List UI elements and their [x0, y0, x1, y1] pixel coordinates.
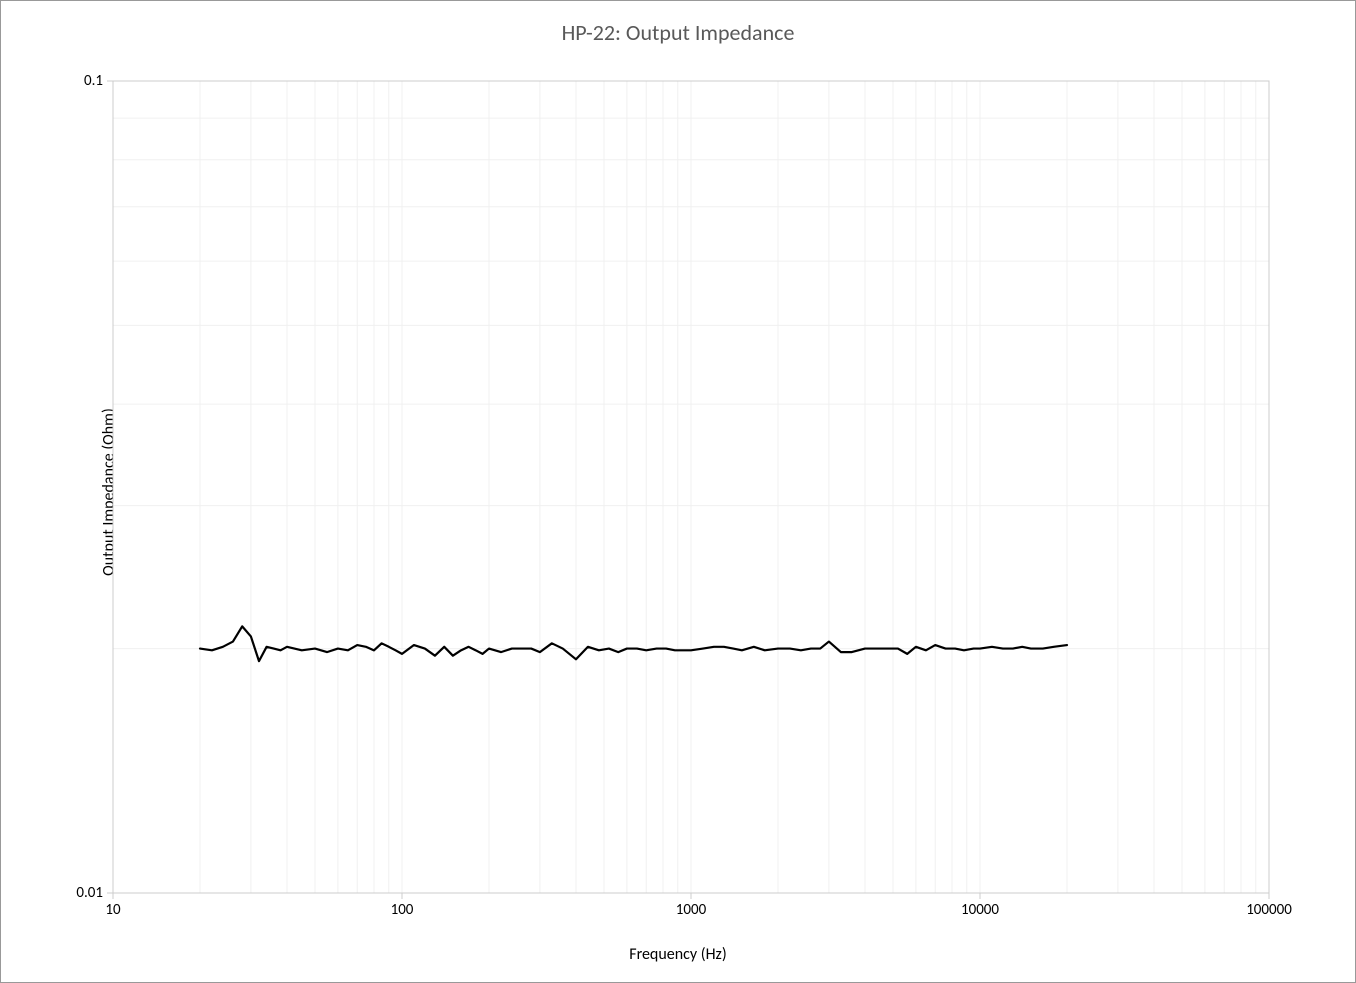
plot-area — [113, 81, 1269, 893]
chart-container: HP-22: Output Impedance Output Impedance… — [0, 0, 1356, 983]
x-tick-label: 10000 — [961, 901, 999, 919]
x-tick-label: 100000 — [1246, 901, 1292, 919]
plot-svg — [113, 81, 1269, 893]
x-tick-label: 100 — [391, 901, 414, 919]
chart-title: HP-22: Output Impedance — [1, 19, 1355, 46]
y-tick-label: 0.1 — [84, 72, 103, 90]
x-tick-label: 1000 — [676, 901, 706, 919]
x-axis-label: Frequency (Hz) — [1, 945, 1355, 964]
x-tick-label: 10 — [105, 901, 120, 919]
y-tick-label: 0.01 — [76, 884, 103, 902]
